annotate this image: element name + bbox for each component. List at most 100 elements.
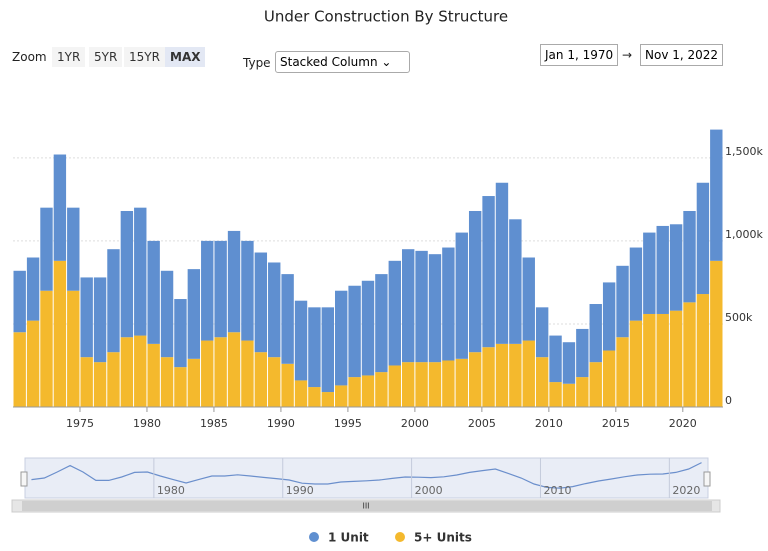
x-tick-label: 2005 — [468, 417, 496, 430]
bar — [321, 392, 335, 407]
bar — [696, 294, 710, 407]
y-tick-label: 500k — [725, 311, 753, 324]
bar — [67, 207, 80, 291]
x-tick-label: 1985 — [200, 417, 228, 430]
bar — [160, 357, 174, 407]
navigator-handle[interactable] — [703, 471, 711, 487]
x-tick-label: 1975 — [66, 417, 94, 430]
navigator-line — [31, 462, 702, 489]
bar — [187, 269, 201, 359]
bar — [535, 357, 549, 407]
bar — [509, 343, 522, 407]
navigator[interactable] — [24, 457, 709, 499]
bar — [174, 367, 187, 407]
bar — [134, 207, 147, 336]
bar — [696, 182, 710, 295]
bar — [549, 335, 562, 383]
bar — [241, 340, 254, 407]
bar — [442, 360, 455, 407]
bar — [576, 328, 589, 378]
bar — [93, 362, 107, 407]
bar — [616, 337, 629, 407]
zoom-button[interactable]: 1YR — [52, 47, 86, 67]
zoom-label: Zoom — [12, 50, 47, 64]
legend-label: 1 Unit — [328, 531, 369, 545]
bar — [710, 129, 723, 261]
x-tick-label: 2020 — [669, 417, 697, 430]
bar — [26, 320, 40, 407]
bar — [388, 260, 401, 366]
bar — [643, 313, 656, 407]
bar — [656, 225, 669, 314]
type-select[interactable]: Stacked Column ⌄ — [275, 51, 410, 73]
bar — [107, 249, 120, 353]
zoom-button[interactable]: 5YR — [89, 47, 123, 67]
y-tick-label: 1,500k — [725, 145, 763, 158]
bar — [13, 270, 26, 333]
chart-title: Under Construction By Structure — [264, 8, 508, 26]
bar — [40, 207, 53, 291]
x-tick-label: 1990 — [267, 417, 295, 430]
bar — [495, 182, 509, 344]
bar — [335, 290, 348, 386]
bar — [281, 274, 294, 364]
bar — [294, 380, 308, 407]
legend-marker — [309, 532, 319, 542]
date-from[interactable]: Jan 1, 1970 — [540, 44, 619, 66]
navigator-tick-label: 2010 — [543, 484, 571, 497]
bar — [482, 347, 495, 407]
bar — [455, 358, 468, 407]
bar — [629, 247, 643, 321]
bar — [549, 382, 562, 407]
bar — [442, 247, 455, 361]
bar — [268, 262, 281, 358]
bar — [576, 377, 589, 407]
x-tick-label: 1995 — [334, 417, 362, 430]
bar — [281, 363, 294, 407]
bar — [468, 352, 482, 407]
bar — [321, 307, 335, 393]
bar — [415, 362, 428, 407]
bar — [669, 310, 683, 407]
navigator-tick-label: 2020 — [672, 484, 700, 497]
bar — [401, 362, 415, 407]
bar — [589, 304, 602, 363]
navigator-tick-label: 1980 — [157, 484, 185, 497]
bar — [227, 332, 241, 407]
bar — [335, 385, 348, 407]
date-arrow: → — [622, 48, 633, 62]
bar — [80, 277, 93, 358]
bar — [482, 196, 495, 348]
bar — [710, 260, 723, 407]
bar — [40, 290, 53, 407]
bar — [683, 302, 696, 407]
bar — [120, 337, 134, 407]
bar — [509, 219, 522, 344]
bar — [214, 337, 227, 407]
bar — [93, 277, 107, 363]
zoom-button[interactable]: 15YR — [124, 47, 165, 67]
bar — [53, 260, 67, 407]
bar — [562, 342, 576, 384]
navigator-tick-label: 2000 — [415, 484, 443, 497]
navigator-handle[interactable] — [20, 471, 28, 487]
date-to[interactable]: Nov 1, 2022 — [640, 44, 724, 66]
zoom-button[interactable]: MAX — [165, 47, 206, 67]
bar — [254, 352, 268, 407]
bar — [214, 240, 227, 338]
bar — [254, 252, 268, 353]
bar — [227, 230, 241, 333]
bar — [562, 383, 576, 407]
scrollbar-thumb[interactable] — [22, 501, 712, 511]
bar — [308, 307, 321, 388]
bar — [308, 387, 321, 407]
navigator-tick-label: 1990 — [286, 484, 314, 497]
bar — [669, 224, 683, 311]
x-tick-label: 2010 — [535, 417, 563, 430]
bar — [643, 232, 656, 314]
type-label: Type — [243, 56, 271, 70]
bar — [522, 257, 535, 341]
bar — [348, 285, 361, 378]
